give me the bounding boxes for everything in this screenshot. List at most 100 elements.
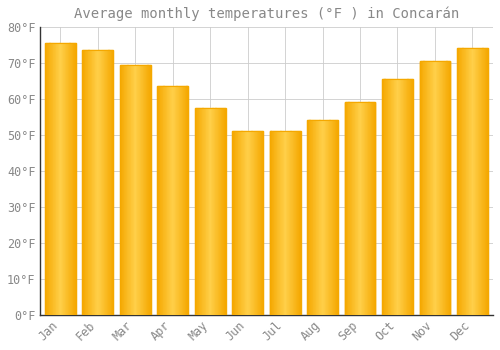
Bar <box>434 61 435 315</box>
Bar <box>204 108 206 315</box>
Bar <box>240 131 241 315</box>
Bar <box>126 64 127 315</box>
Bar <box>428 61 429 315</box>
Bar <box>421 61 422 315</box>
Bar <box>145 64 146 315</box>
Bar <box>299 131 300 315</box>
Bar <box>197 108 198 315</box>
Bar <box>181 86 182 315</box>
Bar <box>394 79 396 315</box>
Bar <box>57 43 58 315</box>
Bar <box>392 79 393 315</box>
Bar <box>187 86 188 315</box>
Bar <box>207 108 208 315</box>
Bar <box>242 131 243 315</box>
Bar <box>89 50 90 315</box>
Bar <box>158 86 159 315</box>
Bar <box>422 61 423 315</box>
Bar <box>70 43 71 315</box>
Bar <box>385 79 386 315</box>
Bar <box>328 120 329 315</box>
Bar <box>174 86 175 315</box>
Bar <box>52 43 54 315</box>
Bar <box>426 61 428 315</box>
Bar <box>316 120 317 315</box>
Bar <box>388 79 389 315</box>
Bar <box>46 43 47 315</box>
Bar <box>72 43 74 315</box>
Bar <box>374 102 376 315</box>
Bar <box>362 102 363 315</box>
Bar <box>406 79 408 315</box>
Bar <box>96 50 97 315</box>
Bar <box>372 102 373 315</box>
Bar <box>402 79 403 315</box>
Bar <box>186 86 188 315</box>
Bar <box>130 64 132 315</box>
Bar <box>384 79 386 315</box>
Bar <box>134 64 135 315</box>
Bar <box>315 120 316 315</box>
Bar <box>292 131 293 315</box>
Bar <box>60 43 61 315</box>
Bar <box>99 50 100 315</box>
Bar <box>445 61 446 315</box>
Bar <box>281 131 282 315</box>
Bar <box>326 120 327 315</box>
Bar <box>318 120 320 315</box>
Bar <box>270 131 272 315</box>
Bar <box>282 131 283 315</box>
Bar <box>369 102 370 315</box>
Bar <box>325 120 326 315</box>
Bar <box>332 120 334 315</box>
Bar <box>470 48 471 315</box>
Bar <box>307 120 308 315</box>
Bar <box>410 79 412 315</box>
Bar <box>358 102 360 315</box>
Bar <box>328 120 330 315</box>
Bar <box>175 86 176 315</box>
Bar <box>102 50 103 315</box>
Bar <box>258 131 259 315</box>
Bar <box>93 50 94 315</box>
Bar <box>278 131 279 315</box>
Bar <box>360 102 361 315</box>
Bar <box>142 64 143 315</box>
Bar <box>438 61 439 315</box>
Bar <box>321 120 322 315</box>
Bar <box>233 131 234 315</box>
Bar <box>370 102 371 315</box>
Bar <box>120 64 150 315</box>
Bar <box>336 120 337 315</box>
Bar <box>483 48 484 315</box>
Bar <box>122 64 123 315</box>
Bar <box>185 86 186 315</box>
Bar <box>352 102 353 315</box>
Bar <box>371 102 372 315</box>
Bar <box>214 108 216 315</box>
Bar <box>274 131 275 315</box>
Bar <box>363 102 364 315</box>
Bar <box>123 64 124 315</box>
Bar <box>232 131 263 315</box>
Bar <box>424 61 425 315</box>
Bar <box>61 43 62 315</box>
Bar <box>88 50 90 315</box>
Bar <box>484 48 486 315</box>
Bar <box>353 102 354 315</box>
Bar <box>149 64 150 315</box>
Bar <box>243 131 244 315</box>
Bar <box>75 43 76 315</box>
Bar <box>472 48 474 315</box>
Bar <box>478 48 480 315</box>
Bar <box>350 102 351 315</box>
Bar <box>465 48 466 315</box>
Bar <box>262 131 263 315</box>
Bar <box>158 86 188 315</box>
Bar <box>311 120 312 315</box>
Bar <box>125 64 126 315</box>
Bar <box>148 64 149 315</box>
Bar <box>284 131 285 315</box>
Bar <box>383 79 384 315</box>
Bar <box>296 131 298 315</box>
